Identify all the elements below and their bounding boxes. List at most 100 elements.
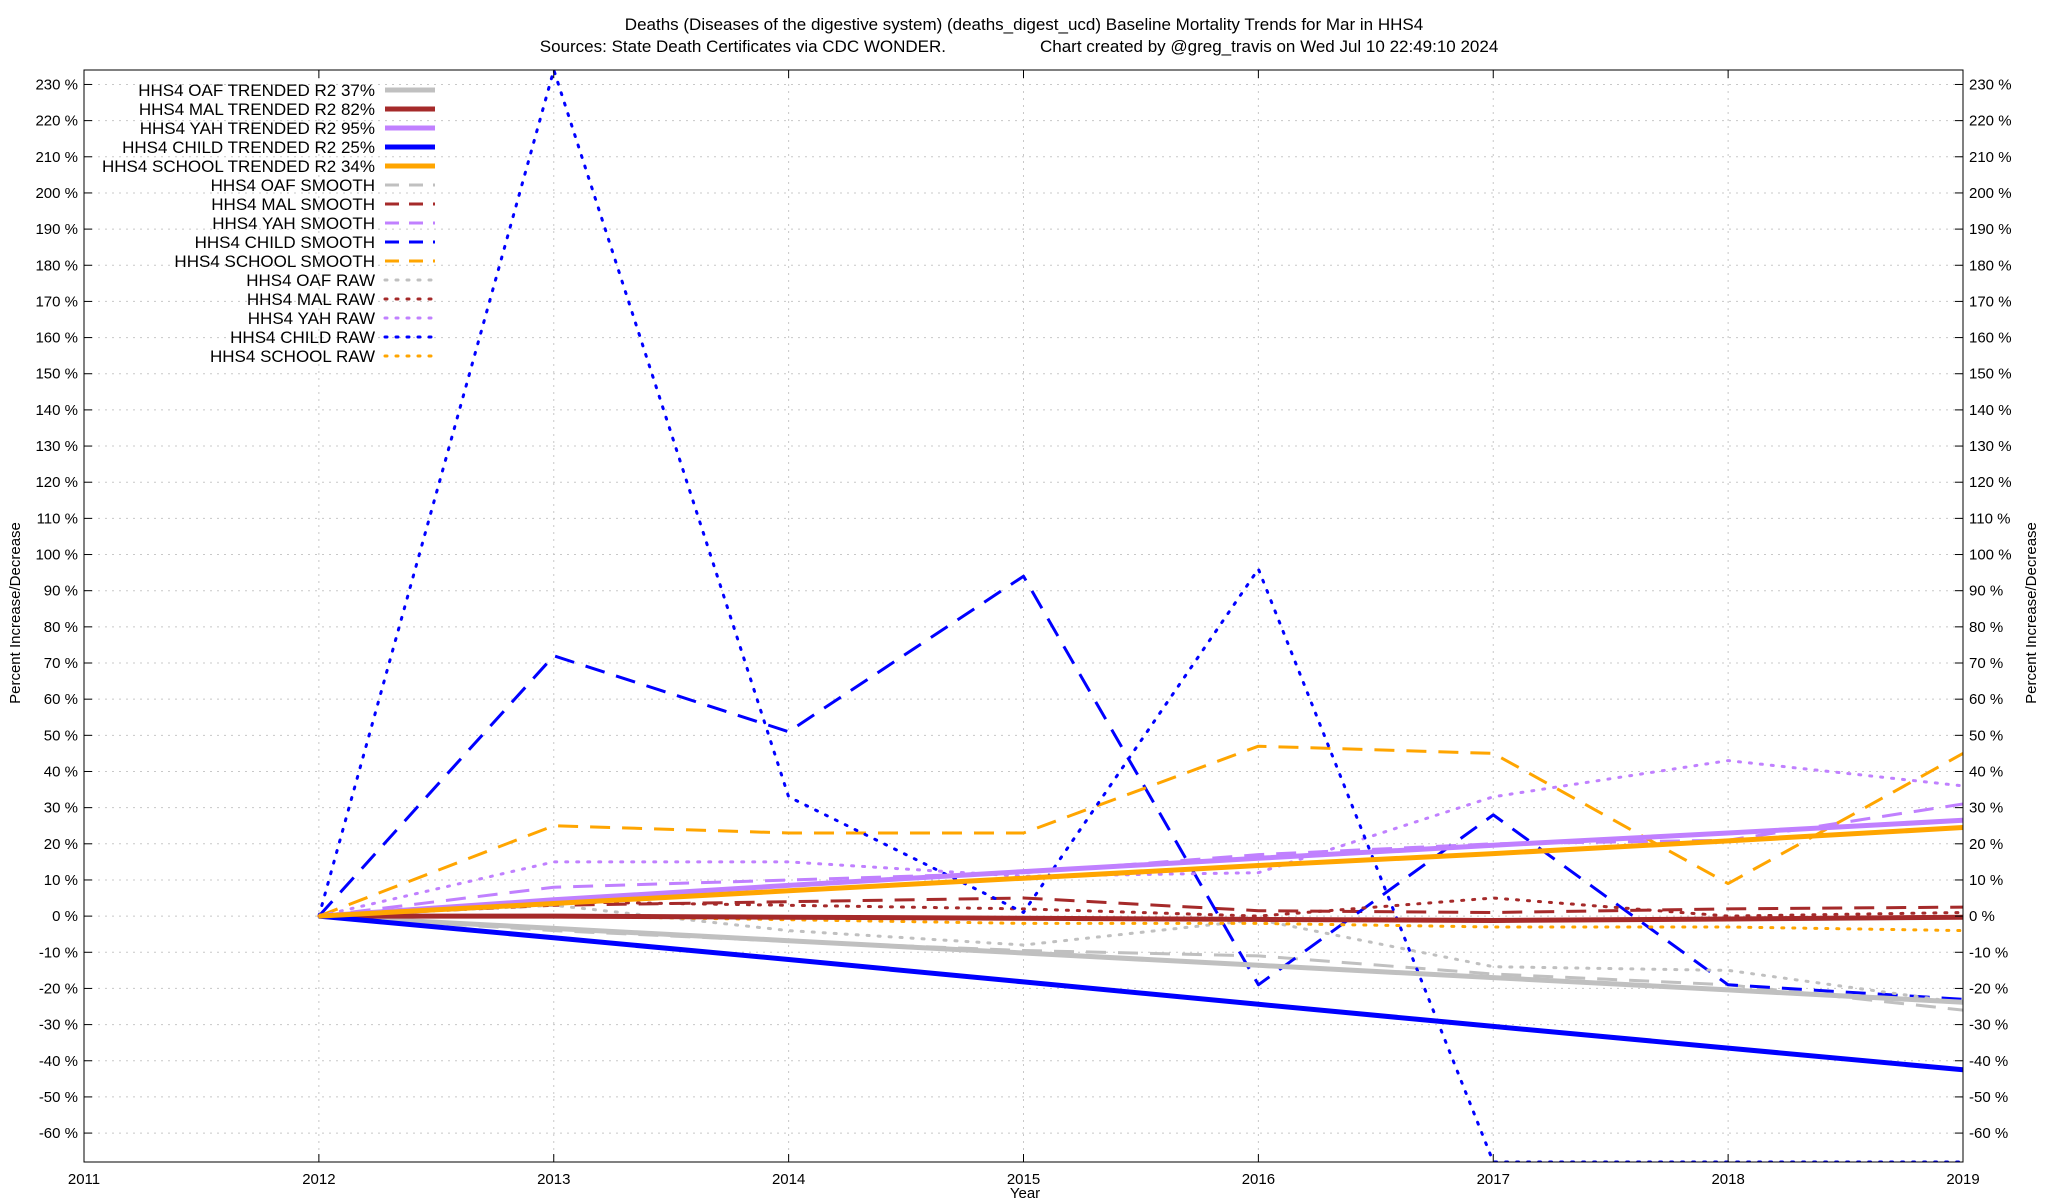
- y-tick-label: 170 %: [1969, 293, 2012, 310]
- y-tick-label: 20 %: [1969, 836, 2003, 853]
- legend-label: HHS4 MAL SMOOTH: [211, 195, 375, 214]
- y-tick-label: -60 %: [39, 1125, 78, 1142]
- series-line: [317, 903, 1963, 1005]
- series-line: [318, 825, 1963, 919]
- y-tick-label: 50 %: [1969, 727, 2003, 744]
- legend-label: HHS4 MAL RAW: [247, 290, 375, 309]
- y-tick-label: 0 %: [1969, 908, 1995, 925]
- x-ticks: 2011 2012 2013 2014 2015 2016 2017 2018 2019: [68, 70, 1980, 1188]
- legend-label: HHS4 YAH SMOOTH: [212, 214, 375, 233]
- y-tick-label: -20 %: [1969, 980, 2008, 997]
- x-tick-label: 2018: [1711, 1171, 1744, 1188]
- y-tick-label: 120 %: [35, 474, 78, 491]
- y-tick-label: 40 %: [44, 763, 78, 780]
- legend-label: HHS4 CHILD SMOOTH: [195, 233, 375, 252]
- series-lines: [317, 70, 1963, 1162]
- y-tick-label: -30 %: [1969, 1017, 2008, 1034]
- y-tick-label: 150 %: [1969, 366, 2012, 383]
- y-tick-label: 120 %: [1969, 474, 2012, 491]
- y-tick-label: 60 %: [44, 691, 78, 708]
- x-tick-label: 2017: [1477, 1171, 1510, 1188]
- y-tick-label: 10 %: [1969, 872, 2003, 889]
- y-tick-label: 100 %: [1969, 547, 2012, 564]
- chart-credit: Chart created by @greg_travis on Wed Jul…: [1040, 37, 1498, 56]
- y-tick-label: 180 %: [1969, 257, 2012, 274]
- legend-label: HHS4 SCHOOL TRENDED R2 34%: [102, 157, 375, 176]
- legend-label: HHS4 CHILD RAW: [230, 328, 375, 347]
- x-tick-label: 2019: [1946, 1171, 1979, 1188]
- y-ticks-left: -60 % -50 % -40 % -30 % -20 % -10 % 0 % 10 % 20 …: [35, 76, 92, 1142]
- y-tick-label: 220 %: [1969, 113, 2012, 130]
- chart-title: Deaths (Diseases of the digestive system…: [625, 15, 1423, 34]
- y-tick-label: 30 %: [44, 800, 78, 817]
- y-ticks-right: -60 % -50 % -40 % -30 % -20 % -10 % 0 % 10 % 20 …: [1955, 76, 2012, 1142]
- y-tick-label: 160 %: [1969, 330, 2012, 347]
- x-tick-label: 2011: [68, 1171, 100, 1188]
- series-line: [318, 817, 1963, 919]
- y-tick-label: 180 %: [35, 257, 78, 274]
- legend-label: HHS4 SCHOOL SMOOTH: [174, 252, 375, 271]
- x-tick-label: 2015: [1007, 1171, 1040, 1188]
- y-tick-label: 0 %: [52, 908, 78, 925]
- y-axis-label-left: Percent Increase/Decrease: [7, 522, 24, 704]
- x-tick-label: 2014: [772, 1171, 805, 1188]
- series-line: [318, 802, 1963, 918]
- chart-source: Sources: State Death Certificates via CD…: [540, 37, 946, 56]
- y-tick-label: -50 %: [1969, 1089, 2008, 1106]
- y-tick-label: 80 %: [1969, 619, 2003, 636]
- y-tick-label: 60 %: [1969, 691, 2003, 708]
- y-tick-label: 90 %: [1969, 583, 2003, 600]
- x-axis-label: Year: [1010, 1185, 1040, 1200]
- y-tick-label: 140 %: [35, 402, 78, 419]
- y-tick-label: 190 %: [1969, 221, 2012, 238]
- y-tick-label: -50 %: [39, 1089, 78, 1106]
- series-line: [318, 913, 1963, 1005]
- y-tick-label: 110 %: [37, 510, 78, 527]
- series-line: [318, 913, 1963, 923]
- legend-label: HHS4 YAH RAW: [248, 309, 375, 328]
- y-tick-label: 140 %: [1969, 402, 2012, 419]
- x-tick-label: 2013: [537, 1171, 570, 1188]
- series-line: [317, 70, 1963, 1162]
- y-tick-label: 110 %: [1969, 510, 2010, 527]
- y-tick-label: 230 %: [1969, 76, 2012, 93]
- y-tick-label: 100 %: [35, 547, 78, 564]
- legend-label: HHS4 MAL TRENDED R2 82%: [139, 100, 375, 119]
- legend-label: HHS4 YAH TRENDED R2 95%: [140, 119, 375, 138]
- y-tick-label: 210 %: [35, 149, 78, 166]
- series-line: [318, 744, 1963, 918]
- legend-label: HHS4 OAF TRENDED R2 37%: [138, 81, 375, 100]
- y-tick-label: 10 %: [44, 872, 78, 889]
- y-tick-label: 160 %: [35, 330, 78, 347]
- x-tick-label: 2012: [302, 1171, 335, 1188]
- y-tick-label: 80 %: [44, 619, 78, 636]
- y-tick-label: 210 %: [1969, 149, 2012, 166]
- y-axis-label-right: Percent Increase/Decrease: [2023, 522, 2040, 704]
- legend-label: HHS4 OAF SMOOTH: [211, 176, 375, 195]
- y-tick-label: 20 %: [44, 836, 78, 853]
- legend-label: HHS4 OAF RAW: [246, 271, 375, 290]
- y-tick-label: 70 %: [1969, 655, 2003, 672]
- y-tick-label: 200 %: [1969, 185, 2012, 202]
- y-tick-label: 150 %: [35, 366, 78, 383]
- legend-label: HHS4 SCHOOL RAW: [210, 347, 375, 366]
- y-tick-label: 170 %: [35, 293, 78, 310]
- y-tick-label: -60 %: [1969, 1125, 2008, 1142]
- y-tick-label: -10 %: [39, 944, 78, 961]
- y-tick-label: -20 %: [39, 980, 78, 997]
- x-tick-label: 2016: [1242, 1171, 1275, 1188]
- y-tick-label: 190 %: [35, 221, 78, 238]
- y-tick-label: 40 %: [1969, 763, 2003, 780]
- y-tick-label: 70 %: [44, 655, 78, 672]
- series-line: [318, 896, 1963, 918]
- y-tick-label: 130 %: [1969, 438, 2012, 455]
- legend-label: HHS4 CHILD TRENDED R2 25%: [122, 138, 375, 157]
- y-tick-label: 230 %: [35, 76, 78, 93]
- legend: HHS4 OAF TRENDED R2 37%HHS4 MAL TRENDED …: [102, 81, 437, 366]
- y-tick-label: 30 %: [1969, 800, 2003, 817]
- y-tick-label: 200 %: [35, 185, 78, 202]
- y-tick-label: -10 %: [1969, 944, 2008, 961]
- y-tick-label: 130 %: [35, 438, 78, 455]
- y-tick-label: -30 %: [39, 1017, 78, 1034]
